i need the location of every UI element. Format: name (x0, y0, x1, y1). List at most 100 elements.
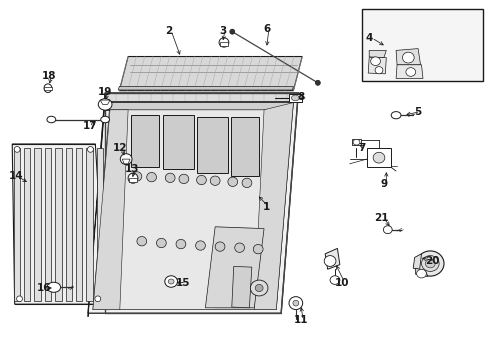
Ellipse shape (168, 279, 174, 284)
Polygon shape (93, 110, 128, 310)
Polygon shape (351, 139, 360, 145)
Polygon shape (368, 50, 386, 58)
Ellipse shape (229, 29, 234, 34)
Ellipse shape (101, 116, 109, 123)
Ellipse shape (390, 112, 400, 119)
Text: 8: 8 (297, 92, 304, 102)
Text: 6: 6 (263, 24, 269, 34)
Ellipse shape (14, 147, 20, 152)
Ellipse shape (250, 280, 267, 296)
Ellipse shape (128, 173, 138, 183)
Ellipse shape (324, 256, 335, 266)
Polygon shape (254, 103, 293, 310)
Bar (86, 148, 93, 301)
Text: 16: 16 (37, 283, 51, 293)
Text: 1: 1 (263, 202, 269, 212)
Ellipse shape (416, 251, 443, 276)
Ellipse shape (219, 38, 228, 47)
Text: 18: 18 (41, 71, 56, 81)
Ellipse shape (416, 269, 426, 278)
Text: 7: 7 (357, 143, 365, 153)
Bar (65, 148, 72, 301)
Bar (129, 178, 137, 182)
Ellipse shape (179, 174, 188, 184)
Ellipse shape (292, 300, 298, 306)
Ellipse shape (176, 239, 185, 249)
Bar (288, 94, 302, 102)
Ellipse shape (87, 147, 93, 152)
Ellipse shape (137, 237, 146, 246)
Ellipse shape (98, 99, 112, 110)
Bar (44, 87, 52, 90)
Ellipse shape (421, 256, 438, 271)
Ellipse shape (234, 243, 244, 252)
Polygon shape (395, 65, 422, 78)
Text: 10: 10 (334, 278, 349, 288)
Polygon shape (367, 58, 386, 74)
Polygon shape (105, 93, 298, 101)
Polygon shape (88, 93, 298, 313)
Ellipse shape (132, 172, 142, 181)
Text: 11: 11 (293, 315, 307, 325)
Polygon shape (395, 49, 420, 65)
Bar (97, 148, 103, 301)
Text: 9: 9 (380, 179, 386, 189)
Bar (34, 148, 41, 301)
Ellipse shape (215, 242, 224, 251)
Text: 13: 13 (124, 164, 139, 174)
Bar (14, 148, 20, 301)
Ellipse shape (120, 154, 132, 165)
Polygon shape (231, 266, 251, 308)
Polygon shape (325, 248, 339, 269)
Ellipse shape (164, 276, 177, 287)
Polygon shape (109, 103, 293, 110)
Bar (55, 148, 61, 301)
Bar (76, 148, 82, 301)
Text: 5: 5 (414, 107, 421, 117)
Bar (220, 42, 227, 46)
Ellipse shape (291, 95, 299, 101)
Ellipse shape (17, 296, 22, 302)
Polygon shape (12, 144, 105, 304)
Ellipse shape (315, 80, 320, 85)
Ellipse shape (165, 173, 175, 183)
Text: 12: 12 (112, 143, 127, 153)
Bar (24, 148, 30, 301)
Ellipse shape (156, 238, 166, 248)
Ellipse shape (146, 172, 156, 182)
Text: 17: 17 (83, 121, 98, 131)
Polygon shape (415, 268, 427, 276)
Ellipse shape (195, 241, 205, 250)
Ellipse shape (210, 176, 220, 185)
Ellipse shape (255, 284, 263, 292)
Ellipse shape (352, 139, 359, 145)
Bar (45, 148, 51, 301)
Bar (366, 148, 390, 167)
Text: 20: 20 (425, 256, 439, 266)
Polygon shape (119, 57, 302, 91)
Polygon shape (122, 159, 130, 164)
Polygon shape (100, 100, 110, 104)
Text: 3: 3 (219, 26, 225, 36)
Bar (163, 115, 193, 169)
Ellipse shape (95, 296, 101, 302)
Bar (131, 115, 159, 167)
Ellipse shape (47, 116, 56, 123)
Ellipse shape (402, 52, 413, 63)
Ellipse shape (425, 259, 434, 268)
Ellipse shape (44, 84, 52, 93)
Ellipse shape (253, 244, 263, 254)
Bar (197, 117, 227, 173)
Ellipse shape (196, 175, 206, 185)
Polygon shape (118, 86, 293, 90)
Ellipse shape (370, 57, 380, 66)
Ellipse shape (372, 152, 384, 163)
Ellipse shape (405, 68, 415, 76)
Ellipse shape (227, 177, 237, 186)
Ellipse shape (47, 282, 61, 292)
Text: 21: 21 (373, 213, 388, 223)
Polygon shape (93, 103, 293, 310)
Text: 2: 2 (165, 26, 172, 36)
Text: 4: 4 (365, 33, 372, 43)
Polygon shape (412, 254, 421, 270)
